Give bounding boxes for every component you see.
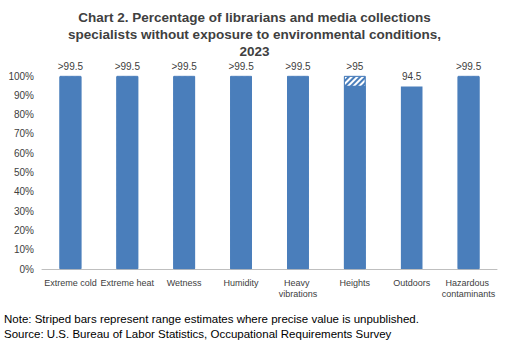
svg-text:0%: 0% <box>20 264 35 275</box>
svg-text:>99.5: >99.5 <box>456 61 482 72</box>
svg-text:>99.5: >99.5 <box>58 61 84 72</box>
svg-text:70%: 70% <box>14 128 34 139</box>
svg-text:contaminants: contaminants <box>442 289 496 299</box>
svg-text:Outdoors: Outdoors <box>393 278 431 288</box>
svg-text:vibrations: vibrations <box>279 289 318 299</box>
svg-text:Wetness: Wetness <box>167 278 202 288</box>
svg-text:30%: 30% <box>14 206 34 217</box>
svg-text:Extreme heat: Extreme heat <box>101 278 155 288</box>
svg-text:>99.5: >99.5 <box>228 61 254 72</box>
svg-text:10%: 10% <box>14 244 34 255</box>
svg-text:Source: U.S. Bureau of Labor S: Source: U.S. Bureau of Labor Statistics,… <box>4 328 392 340</box>
svg-text:20%: 20% <box>14 225 34 236</box>
svg-text:Heights: Heights <box>340 278 371 288</box>
svg-text:90%: 90% <box>14 90 34 101</box>
svg-text:>99.5: >99.5 <box>115 61 141 72</box>
svg-text:Heavy: Heavy <box>284 278 312 288</box>
svg-text:2023: 2023 <box>239 44 270 59</box>
svg-text:60%: 60% <box>14 148 34 159</box>
svg-text:>95: >95 <box>346 61 363 72</box>
svg-text:100%: 100% <box>8 71 34 82</box>
svg-text:>99.5: >99.5 <box>285 61 311 72</box>
svg-text:Humidity: Humidity <box>224 278 260 288</box>
svg-text:Chart 2. Percentage of librari: Chart 2. Percentage of librarians and me… <box>78 10 431 25</box>
svg-text:80%: 80% <box>14 109 34 120</box>
svg-text:94.5: 94.5 <box>402 71 422 82</box>
svg-text:>99.5: >99.5 <box>172 61 198 72</box>
svg-text:50%: 50% <box>14 167 34 178</box>
svg-text:40%: 40% <box>14 186 34 197</box>
svg-text:Hazardous: Hazardous <box>446 278 492 288</box>
svg-text:specialists without exposure t: specialists without exposure to environm… <box>68 27 441 42</box>
svg-text:Extreme cold: Extreme cold <box>44 278 97 288</box>
svg-text:Note: Striped bars represent r: Note: Striped bars represent range estim… <box>4 313 419 325</box>
